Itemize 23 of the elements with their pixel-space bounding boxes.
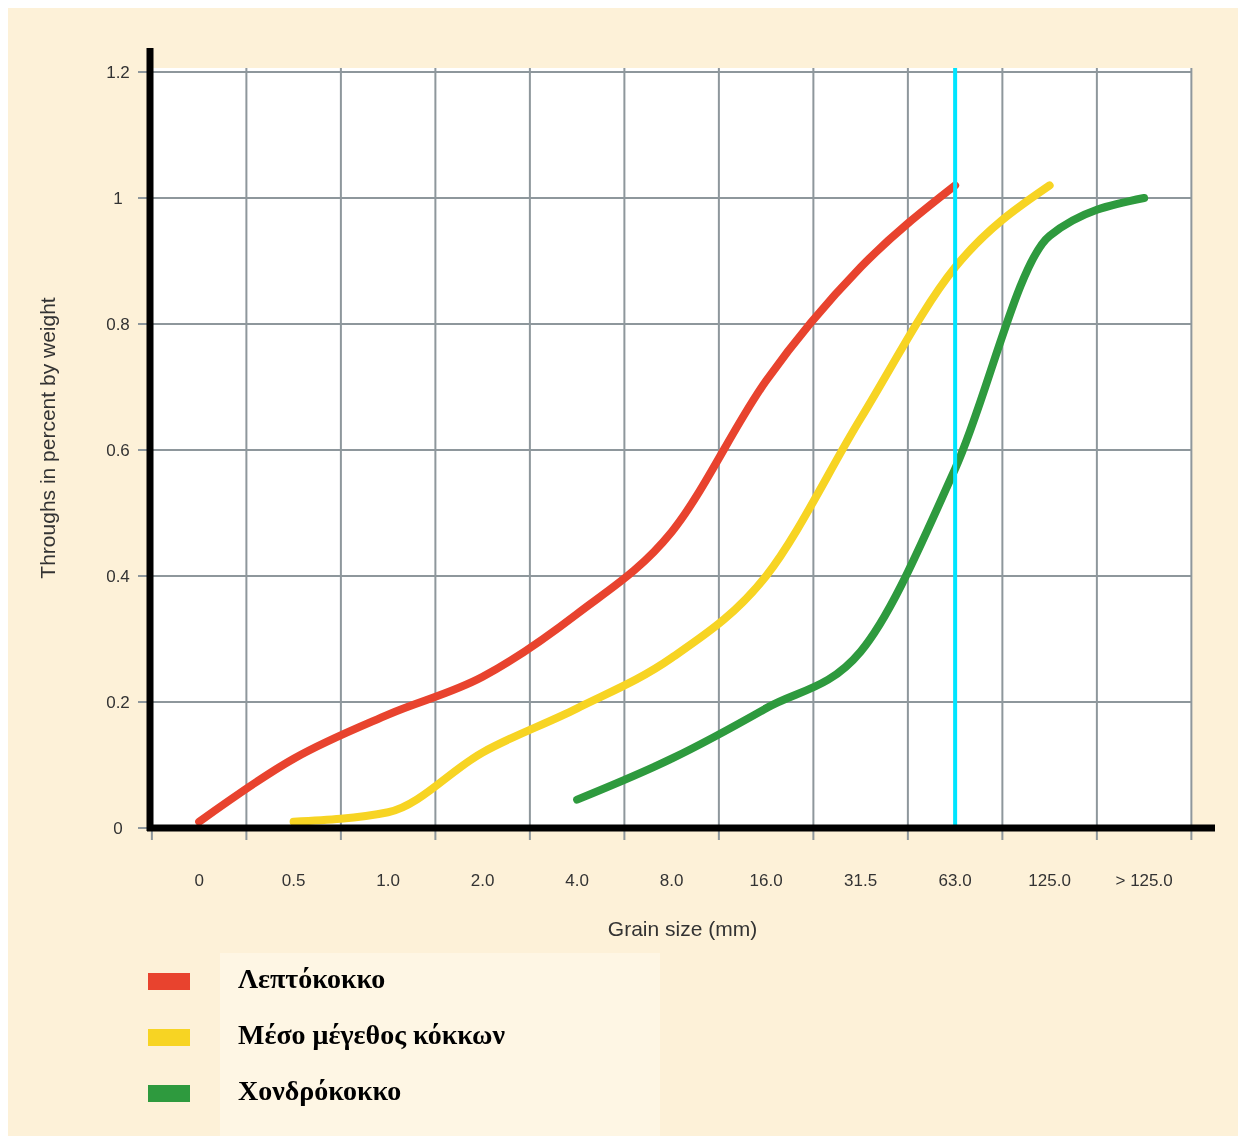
x-tick-label: 0 — [194, 871, 204, 890]
x-tick-label: 2.0 — [470, 871, 495, 890]
x-tick-label: 125.0 — [1028, 871, 1071, 890]
x-tick-label: 1.0 — [376, 871, 400, 890]
x-tick-label: > 125.0 — [1115, 871, 1173, 890]
y-tick-label: 0.2 — [106, 692, 130, 712]
x-axis-title: Grain size (mm) — [607, 917, 758, 940]
x-tick-label: 4.0 — [565, 871, 589, 890]
x-tick-label: 31.5 — [844, 871, 878, 890]
y-tick-label: 1 — [113, 188, 123, 208]
x-tick-label: 16.0 — [749, 871, 783, 890]
x-tick-label: 63.0 — [938, 871, 972, 890]
y-tick-label: 0.6 — [106, 440, 130, 460]
x-tick-label: 8.0 — [659, 871, 684, 890]
legend-label: Λεπτόκοκκο — [238, 963, 386, 994]
x-tick-label: 0.5 — [281, 871, 306, 890]
legend-label: Χονδρόκοκκο — [238, 1075, 402, 1106]
legend-label: Μέσο μέγεθος κόκκων — [238, 1019, 506, 1050]
y-axis-title: Throughs in percent by weight — [36, 297, 59, 579]
y-tick-label: 0.8 — [106, 314, 130, 334]
y-tick-label: 1.2 — [106, 62, 130, 82]
y-tick-label: 0.4 — [106, 566, 130, 586]
y-tick-label: 0 — [113, 818, 123, 838]
